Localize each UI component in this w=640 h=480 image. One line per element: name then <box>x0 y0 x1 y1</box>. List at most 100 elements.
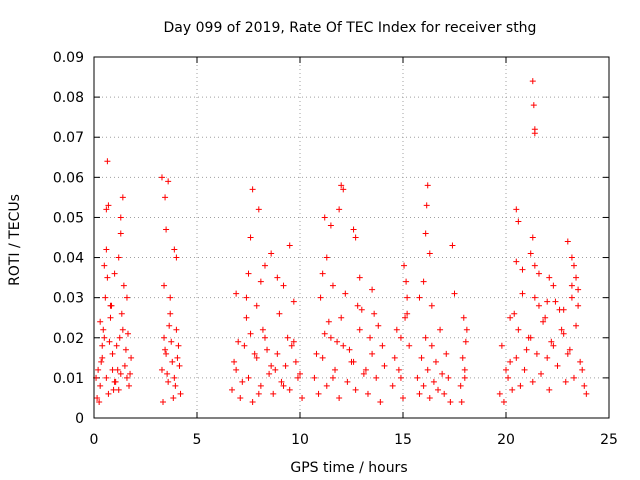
data-point <box>323 254 330 261</box>
data-point <box>577 358 584 365</box>
data-point <box>119 326 126 333</box>
data-point <box>420 278 427 285</box>
data-point <box>403 278 410 285</box>
data-point <box>332 366 339 373</box>
data-point <box>121 362 128 369</box>
data-point <box>552 298 559 305</box>
data-point <box>395 366 402 373</box>
data-point <box>102 294 109 301</box>
data-point <box>338 182 345 189</box>
data-point <box>158 366 165 373</box>
data-point <box>174 354 181 361</box>
data-point <box>418 354 425 361</box>
data-point <box>550 342 557 349</box>
data-point <box>346 346 353 353</box>
data-point <box>460 314 467 321</box>
data-point <box>428 342 435 349</box>
data-point <box>278 378 285 385</box>
data-point <box>381 362 388 369</box>
data-point <box>377 398 384 405</box>
data-point <box>257 278 264 285</box>
data-point <box>321 214 328 221</box>
data-point <box>503 366 509 373</box>
x-tick-label: 0 <box>90 432 99 448</box>
data-point <box>356 274 363 281</box>
data-point <box>168 338 175 345</box>
data-point <box>327 222 334 229</box>
data-point <box>404 310 411 317</box>
data-point <box>247 234 254 241</box>
data-point <box>540 318 547 325</box>
x-tick-label: 15 <box>394 432 412 448</box>
data-point <box>426 394 433 401</box>
data-point <box>449 242 456 249</box>
data-point <box>533 350 540 357</box>
data-point <box>414 374 421 381</box>
y-tick-label: 0.01 <box>53 371 84 387</box>
data-point <box>233 290 240 297</box>
data-point <box>360 370 367 377</box>
data-point <box>523 346 530 353</box>
data-point <box>274 274 281 281</box>
data-point <box>243 314 250 321</box>
data-point <box>583 390 590 397</box>
data-point <box>570 374 577 381</box>
data-point <box>100 326 107 333</box>
data-point <box>461 374 468 381</box>
data-point <box>165 378 172 385</box>
data-point <box>103 246 110 253</box>
data-point <box>420 382 427 389</box>
data-point <box>97 318 104 325</box>
y-tick-label: 0.08 <box>53 90 84 106</box>
y-axis-label: ROTI / TECUs <box>7 194 23 286</box>
data-point <box>311 374 318 381</box>
data-point <box>163 226 170 233</box>
data-point <box>175 342 182 349</box>
data-point <box>253 302 260 309</box>
data-point <box>96 398 103 405</box>
data-point <box>340 342 347 349</box>
data-point <box>369 350 376 357</box>
data-point <box>329 282 336 289</box>
data-point <box>327 334 334 341</box>
data-point <box>424 182 431 189</box>
x-tick-labels: 0 5 10 15 20 25 <box>90 432 618 448</box>
data-point <box>458 398 465 405</box>
data-point <box>566 346 573 353</box>
data-point <box>170 394 177 401</box>
data-point <box>568 294 575 301</box>
data-point <box>171 246 178 253</box>
data-point <box>459 354 466 361</box>
data-point <box>401 262 408 269</box>
y-tick-labels: 0 0.01 0.02 0.03 0.04 0.05 0.06 0.07 0.08 0.09 <box>53 50 84 427</box>
data-point <box>531 130 538 137</box>
data-point <box>167 294 174 301</box>
data-point <box>249 186 256 193</box>
data-point <box>323 382 330 389</box>
data-point <box>160 398 167 405</box>
data-point <box>426 250 433 257</box>
data-point <box>513 258 520 265</box>
data-point <box>268 362 275 369</box>
data-point <box>112 378 119 385</box>
data-point <box>461 366 468 373</box>
data-point <box>342 290 349 297</box>
data-point <box>527 250 534 257</box>
data-point <box>457 382 464 389</box>
data-point <box>340 186 347 193</box>
data-point <box>116 334 123 341</box>
data-point <box>123 294 130 301</box>
data-point <box>119 194 126 201</box>
data-point <box>115 254 122 261</box>
data-point <box>422 230 429 237</box>
data-point <box>416 294 423 301</box>
y-tick-label: 0.07 <box>53 130 84 146</box>
data-point <box>432 358 439 365</box>
data-point <box>237 394 244 401</box>
data-point <box>513 206 520 213</box>
x-tick-label: 5 <box>193 432 202 448</box>
data-point <box>423 202 430 209</box>
data-point <box>294 374 301 381</box>
data-point <box>288 342 295 349</box>
data-point <box>280 382 287 389</box>
